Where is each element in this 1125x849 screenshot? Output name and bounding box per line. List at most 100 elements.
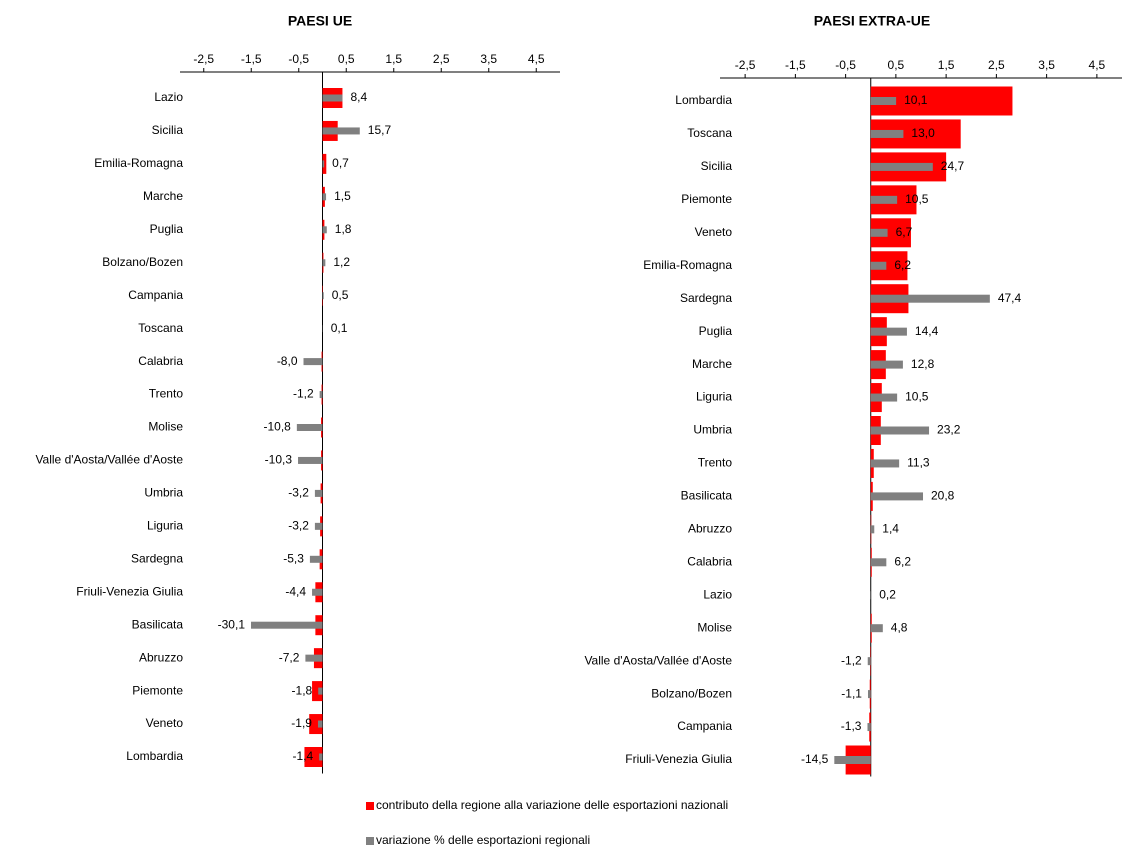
- data-label: 24,7: [941, 159, 965, 173]
- bar: [312, 681, 323, 702]
- data-label: -10,3: [265, 453, 293, 467]
- bar: [319, 753, 323, 761]
- y-tick-label: Lazio: [703, 587, 732, 601]
- bar: [867, 723, 871, 732]
- bar: [870, 294, 990, 303]
- y-tick-label: Molise: [697, 620, 732, 634]
- x-tick-label: -0,5: [288, 52, 309, 66]
- y-tick-label: Trento: [149, 387, 184, 401]
- chart-title: PAESI EXTRA-UE: [814, 13, 930, 29]
- data-label: 6,2: [894, 554, 911, 568]
- data-label: -30,1: [218, 617, 246, 631]
- x-tick-label: -1,5: [785, 58, 806, 72]
- y-tick-label: Piemonte: [132, 683, 183, 697]
- data-label: -1,2: [841, 653, 862, 667]
- bar: [304, 747, 323, 767]
- y-tick-label: Veneto: [146, 716, 184, 730]
- y-tick-label: Calabria: [687, 554, 732, 568]
- data-label: 12,8: [911, 357, 935, 371]
- x-tick-label: 1,5: [938, 58, 955, 72]
- y-tick-label: Sardegna: [680, 291, 732, 305]
- y-tick-label: Campania: [677, 719, 732, 733]
- legend-swatch: [366, 837, 374, 845]
- y-tick-label: Molise: [148, 420, 183, 434]
- data-label: 10,5: [905, 192, 929, 206]
- x-tick-label: -0,5: [835, 58, 856, 72]
- data-label: -1,4: [292, 749, 313, 763]
- data-label: 10,1: [904, 93, 928, 107]
- bar: [298, 456, 323, 464]
- data-label: 15,7: [368, 123, 392, 137]
- data-label: 23,2: [937, 423, 961, 437]
- bar: [318, 687, 323, 695]
- bar: [870, 360, 903, 369]
- legend-swatch: [366, 802, 374, 810]
- bar: [303, 358, 323, 366]
- chart-title: PAESI UE: [288, 13, 352, 29]
- y-tick-label: Sicilia: [701, 159, 733, 173]
- y-tick-label: Puglia: [699, 324, 733, 338]
- y-tick-label: Liguria: [147, 519, 183, 533]
- bar: [309, 714, 323, 735]
- y-tick-label: Veneto: [695, 225, 733, 239]
- data-label: -1,3: [841, 719, 862, 733]
- bar: [870, 459, 900, 468]
- x-tick-label: 1,5: [385, 52, 402, 66]
- data-label: -5,3: [283, 551, 304, 565]
- data-label: 20,8: [931, 489, 955, 503]
- y-tick-label: Bolzano/Bozen: [651, 686, 732, 700]
- bar: [870, 228, 888, 237]
- x-tick-label: -1,5: [241, 52, 262, 66]
- bar: [870, 261, 887, 270]
- legend-label: contributo della regione alla variazione…: [376, 798, 728, 812]
- data-label: 1,4: [882, 522, 899, 536]
- y-tick-label: Emilia-Romagna: [643, 258, 732, 272]
- y-tick-label: Toscana: [687, 126, 732, 140]
- bar: [319, 391, 323, 399]
- data-label: -14,5: [801, 752, 829, 766]
- y-tick-label: Calabria: [138, 354, 183, 368]
- x-tick-label: 2,5: [433, 52, 450, 66]
- data-label: -7,2: [279, 650, 300, 664]
- bar: [870, 492, 924, 501]
- y-tick-label: Umbria: [693, 423, 732, 437]
- y-tick-label: Abruzzo: [688, 522, 732, 536]
- data-label: 8,4: [350, 90, 367, 104]
- x-tick-label: 3,5: [480, 52, 497, 66]
- data-label: -1,2: [293, 387, 314, 401]
- bar: [870, 129, 904, 138]
- bar: [834, 756, 871, 764]
- bar: [314, 489, 323, 497]
- data-label: 6,7: [896, 225, 913, 239]
- bar: [870, 426, 930, 435]
- y-tick-label: Lombardia: [675, 93, 732, 107]
- y-tick-label: Puglia: [150, 222, 184, 236]
- y-tick-label: Campania: [128, 288, 183, 302]
- data-label: -1,9: [291, 716, 312, 730]
- bar: [314, 522, 323, 530]
- x-tick-label: 0,5: [888, 58, 905, 72]
- x-tick-label: 4,5: [528, 52, 545, 66]
- data-label: 10,5: [905, 390, 929, 404]
- y-tick-label: Piemonte: [681, 192, 732, 206]
- y-tick-label: Emilia-Romagna: [94, 156, 183, 170]
- data-label: 14,4: [915, 324, 939, 338]
- y-tick-label: Bolzano/Bozen: [102, 255, 183, 269]
- bar: [317, 720, 323, 728]
- bar: [870, 591, 872, 600]
- data-label: 6,2: [894, 258, 911, 272]
- bar: [870, 162, 933, 171]
- data-label: 0,2: [879, 587, 896, 601]
- y-tick-label: Basilicata: [132, 617, 184, 631]
- data-label: 1,5: [334, 189, 351, 203]
- data-label: -8,0: [277, 354, 298, 368]
- y-tick-label: Valle d'Aosta/Vallée d'Aoste: [35, 453, 183, 467]
- y-tick-label: Abruzzo: [139, 650, 183, 664]
- x-tick-label: -2,5: [735, 58, 756, 72]
- data-label: 0,7: [332, 156, 349, 170]
- bar: [322, 226, 327, 234]
- bar: [322, 127, 360, 135]
- data-label: -3,2: [288, 519, 309, 533]
